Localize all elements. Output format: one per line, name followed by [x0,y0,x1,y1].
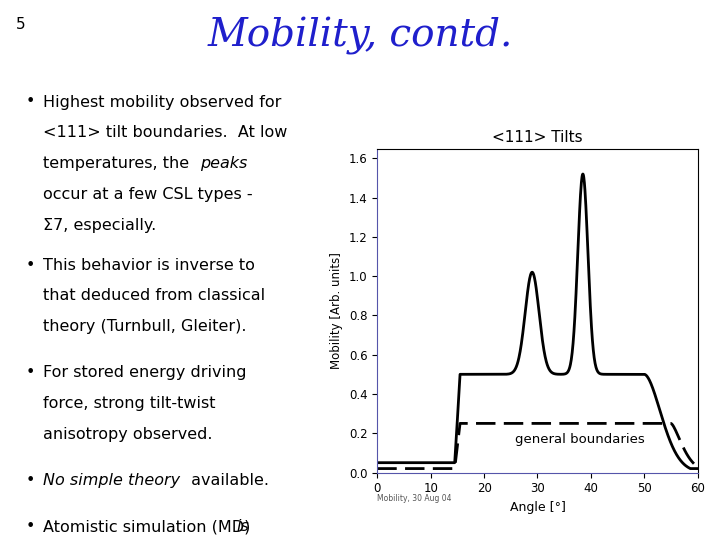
Text: •: • [25,258,35,273]
Text: peaks: peaks [200,156,248,171]
Text: anisotropy observed.: anisotropy observed. [43,427,212,442]
Text: •: • [25,519,35,534]
Y-axis label: Mobility [Arb. units]: Mobility [Arb. units] [330,252,343,369]
Text: For stored energy driving: For stored energy driving [43,366,247,380]
Text: Σ7, especially.: Σ7, especially. [43,218,156,233]
Text: •: • [25,94,35,110]
Text: •: • [25,366,35,380]
Text: Highest mobility observed for: Highest mobility observed for [43,94,282,110]
Title: <111> Tilts: <111> Tilts [492,130,582,145]
Text: •: • [25,473,35,488]
Text: 5: 5 [16,17,25,32]
Text: <111> tilt boundaries.  At low: <111> tilt boundaries. At low [43,125,287,140]
Text: that deduced from classical: that deduced from classical [43,288,266,303]
Text: temperatures, the: temperatures, the [43,156,194,171]
Text: This behavior is inverse to: This behavior is inverse to [43,258,255,273]
X-axis label: Angle [°]: Angle [°] [510,501,565,514]
Text: general boundaries: general boundaries [516,433,645,446]
Text: No simple theory: No simple theory [43,473,180,488]
Text: force, strong tilt-twist: force, strong tilt-twist [43,396,216,411]
Text: Mobility, 30 Aug 04: Mobility, 30 Aug 04 [377,494,451,503]
Text: theory (Turnbull, Gleiter).: theory (Turnbull, Gleiter). [43,319,247,334]
Text: is: is [236,519,249,534]
Text: Mobility, contd.: Mobility, contd. [207,17,513,55]
Text: available.: available. [186,473,269,488]
Text: occur at a few CSL types -: occur at a few CSL types - [43,187,253,202]
Text: Atomistic simulation (MD): Atomistic simulation (MD) [43,519,256,534]
